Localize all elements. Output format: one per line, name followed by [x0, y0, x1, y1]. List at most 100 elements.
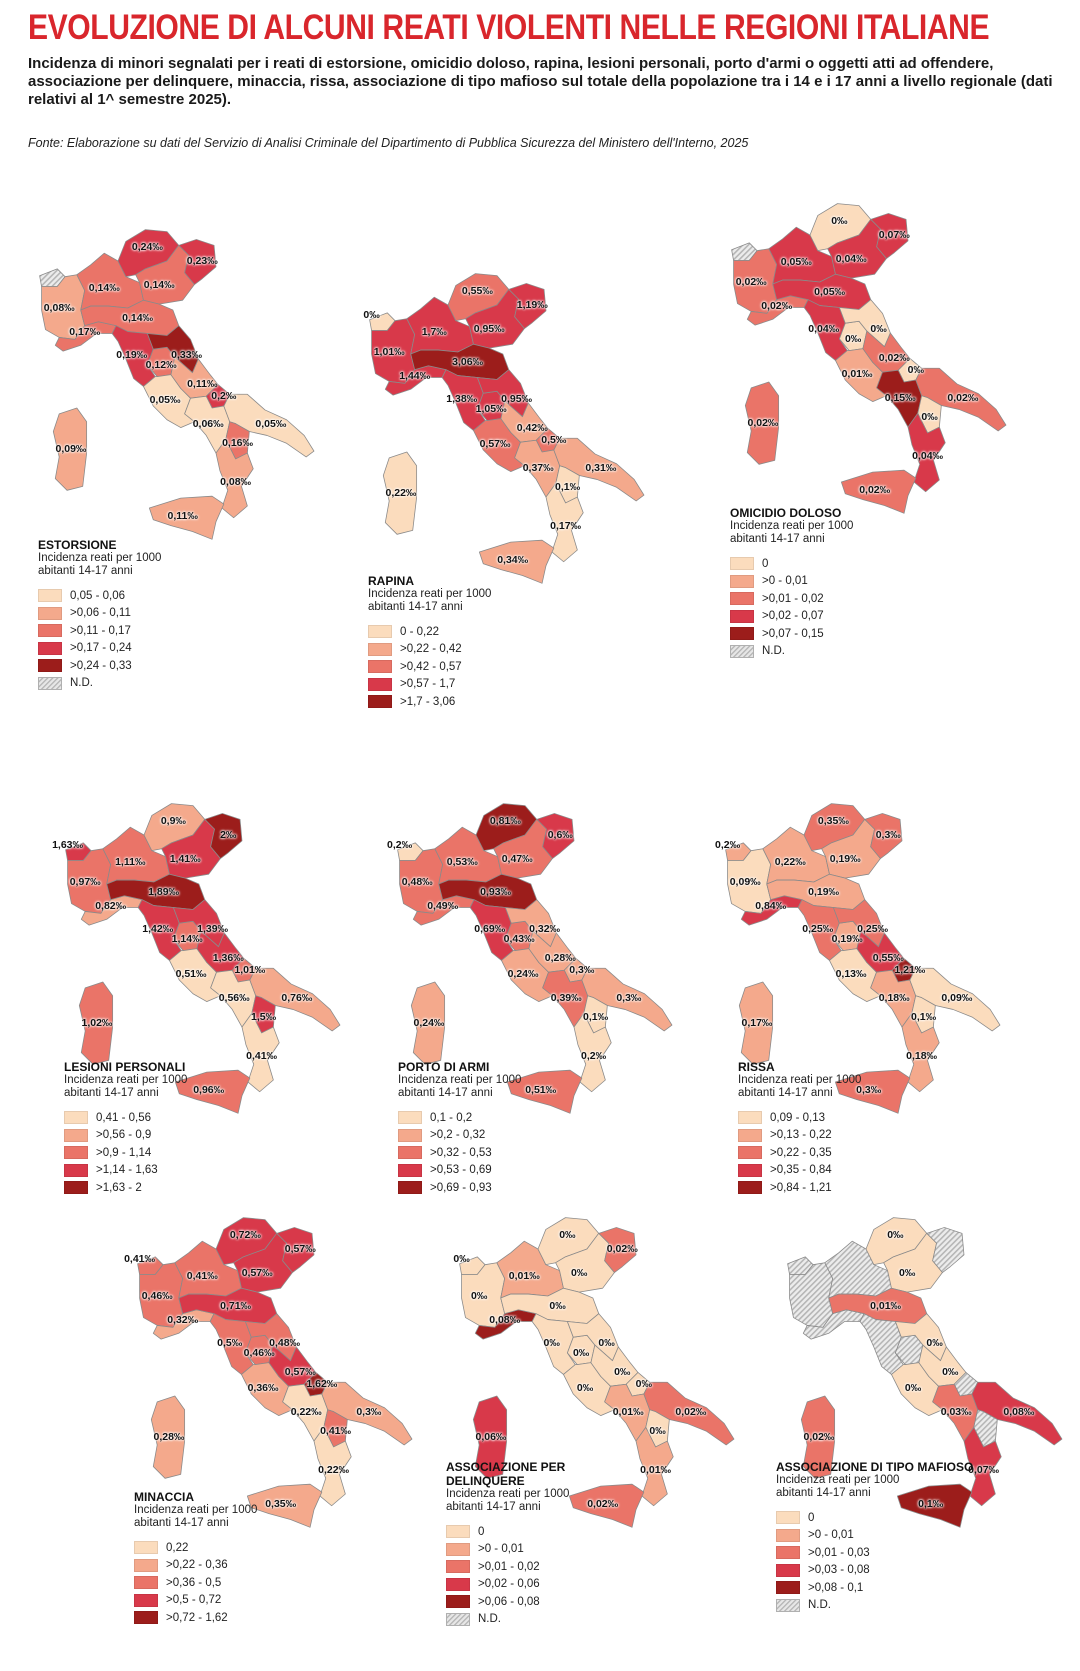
legend-swatch	[368, 660, 392, 674]
legend-title: RAPINA	[368, 574, 415, 588]
legend-item: 0 - 0,22	[368, 623, 568, 641]
value-label-pug: 0,02‰	[675, 1405, 707, 1418]
region-cal	[907, 412, 946, 493]
legend-label: 0,22	[166, 1541, 189, 1554]
value-label-emr: 0,01‰	[870, 1299, 902, 1312]
legend-item: >0,56 - 0,9	[64, 1127, 264, 1145]
value-label-pie: 0,02‰	[735, 276, 767, 289]
value-label-mol: 0‰	[635, 1378, 652, 1391]
value-label-sar: 0,28‰	[153, 1431, 185, 1444]
value-label-ven: 0,47‰	[501, 852, 533, 865]
legend-item: >0 - 0,01	[446, 1541, 646, 1559]
legend-subtitle: Incidenza reati per 1000 abitanti 14-17 …	[38, 552, 162, 577]
legend-item: >0,17 - 0,24	[38, 640, 238, 658]
value-label-emr: 0,71‰	[220, 1299, 252, 1312]
value-label-taa: 0,9‰	[160, 815, 186, 828]
legend-item: 0	[776, 1509, 976, 1527]
value-label-taa: 0‰	[559, 1229, 576, 1242]
value-label-lig: 0,84‰	[755, 899, 787, 912]
legend-item-nd: N.D.	[730, 643, 930, 661]
region-sic	[246, 1483, 323, 1528]
legend-swatch-hatched	[38, 676, 62, 690]
legend-swatch	[38, 589, 62, 603]
value-label-mar: 0,25‰	[857, 923, 889, 936]
value-label-bas: 0,1‰	[582, 1011, 609, 1024]
value-label-cal: 0,2‰	[581, 1050, 607, 1063]
legend-item: >0,22 - 0,36	[134, 1557, 334, 1575]
value-label-mol: 0,5‰	[541, 434, 567, 447]
legend-title: PORTO DI ARMI	[398, 1060, 490, 1074]
value-label-laz: 0,05‰	[149, 394, 181, 407]
value-label-mar: 0,33‰	[171, 349, 203, 362]
legend-label: 0	[762, 557, 769, 570]
legend-label: >1,63 - 2	[96, 1181, 142, 1194]
legend-swatch	[398, 1163, 422, 1177]
value-label-cal: 0,18‰	[906, 1050, 938, 1063]
legend-swatch	[738, 1146, 762, 1160]
value-label-tos: 0,69‰	[474, 923, 506, 936]
legend-item: >0,84 - 1,21	[738, 1179, 938, 1197]
value-label-mar: 0‰	[598, 1337, 615, 1350]
legend-label: >0,9 - 1,14	[96, 1146, 152, 1159]
region-fvg	[870, 213, 909, 259]
value-label-emr: 0,14‰	[122, 311, 154, 324]
legend-swatch	[398, 1111, 422, 1125]
legend-swatch	[730, 609, 754, 623]
value-label-laz: 0,57‰	[479, 438, 511, 451]
legend-item: 0,09 - 0,13	[738, 1109, 938, 1127]
value-label-lig: 0,02‰	[761, 299, 793, 312]
region-sic	[478, 539, 555, 584]
value-label-mar: 0,32‰	[529, 923, 561, 936]
legend-label: >0,11 - 0,17	[70, 624, 131, 637]
legend-swatch	[134, 1541, 158, 1555]
value-label-sic: 0,3‰	[856, 1083, 882, 1096]
legend-rissa: RISSA Incidenza reati per 1000 abitanti 1…	[738, 1060, 938, 1197]
legend-swatch	[38, 659, 62, 673]
region-cal	[573, 1012, 612, 1093]
legend-label: >0,53 - 0,69	[430, 1164, 492, 1177]
legend-item: >0,53 - 0,69	[398, 1162, 598, 1180]
legend-mafioso: ASSOCIAZIONE DI TIPO MAFIOSO Incidenza re…	[776, 1460, 976, 1614]
value-label-cal: 0,41‰	[246, 1050, 278, 1063]
legend-label: N.D.	[762, 645, 785, 658]
legend-label: 0	[478, 1525, 485, 1538]
legend-item: >1,7 - 3,06	[368, 693, 568, 711]
value-label-taa: 0,72‰	[229, 1229, 261, 1242]
legend-swatch-hatched	[446, 1612, 470, 1626]
legend-item: >0,32 - 0,53	[398, 1144, 598, 1162]
legend-label: N.D.	[478, 1613, 501, 1626]
region-cal	[215, 438, 254, 519]
value-label-vda: 0,2‰	[714, 838, 741, 851]
legend-label: >0,17 - 0,24	[70, 642, 132, 655]
legend-label: 0	[808, 1511, 815, 1524]
value-label-mol: 1,01‰	[234, 964, 266, 977]
region-sar	[78, 981, 114, 1065]
legend-item: >0 - 0,01	[730, 573, 930, 591]
legend-rapina: RAPINA Incidenza reati per 1000 abitanti …	[368, 574, 568, 711]
value-label-bas: 0,41‰	[320, 1425, 352, 1438]
legend-label: >0,01 - 0,03	[808, 1546, 870, 1559]
legend-subtitle: Incidenza reati per 1000 abitanti 14-17 …	[134, 1504, 258, 1529]
value-label-taa: 0,81‰	[489, 815, 521, 828]
legend-label: >0,22 - 0,35	[770, 1146, 832, 1159]
legend-label: >0,07 - 0,15	[762, 627, 824, 640]
region-sar	[382, 451, 418, 535]
value-label-laz: 0,36‰	[247, 1382, 279, 1395]
region-sic	[506, 1069, 583, 1114]
value-label-umb: 0‰	[572, 1346, 590, 1359]
value-label-bas: 0,1‰	[910, 1011, 937, 1024]
legend-lesioni: LESIONI PERSONALI Incidenza reati per 100…	[64, 1060, 264, 1197]
legend-swatch	[368, 642, 392, 656]
value-label-pug: 0,08‰	[1003, 1405, 1035, 1418]
value-label-lom: 1,11‰	[115, 856, 146, 869]
value-label-cal: 0,07‰	[968, 1464, 1000, 1477]
legend-label: >1,7 - 3,06	[400, 695, 456, 708]
value-label-mar: 1,39‰	[197, 923, 229, 936]
region-sar	[738, 981, 774, 1065]
legend-item: >0,07 - 0,15	[730, 625, 930, 643]
value-label-fvg: 0,57‰	[284, 1243, 316, 1255]
value-label-laz: 0,24‰	[507, 968, 539, 981]
legend-label: >0,5 - 0,72	[166, 1594, 222, 1607]
legend-item: >0,69 - 0,93	[398, 1179, 598, 1197]
legend-subtitle: Incidenza reati per 1000 abitanti 14-17 …	[64, 1074, 188, 1099]
